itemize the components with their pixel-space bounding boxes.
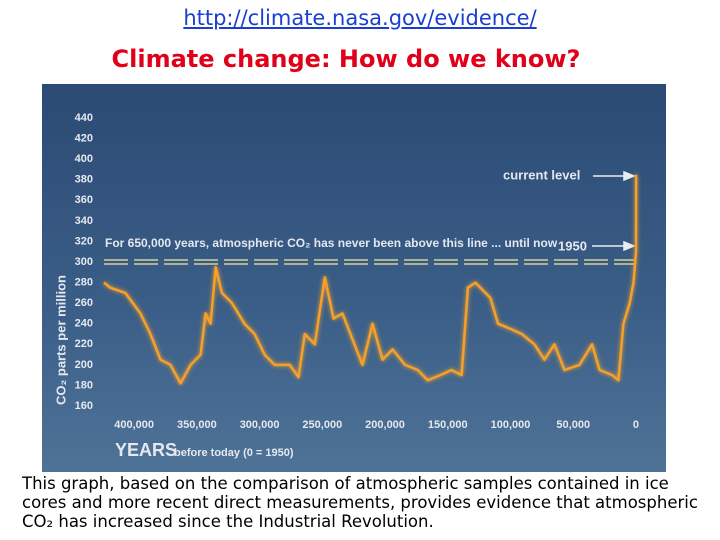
- y-tick-label: 200: [75, 359, 93, 371]
- y-tick-label: 280: [75, 276, 93, 288]
- co2-line: [103, 174, 638, 385]
- y-tick-label: 340: [75, 215, 93, 227]
- y-tick-label: 320: [75, 235, 93, 247]
- x-tick-label: 350,000: [177, 419, 217, 431]
- arrows: [592, 170, 637, 252]
- y-tick-label: 180: [75, 379, 93, 391]
- y-tick-label: 220: [75, 338, 93, 350]
- x-tick-label: 150,000: [428, 419, 468, 431]
- y-tick-label: 260: [75, 297, 93, 309]
- y-tick-label: 380: [75, 174, 93, 186]
- y-tick-label: 400: [75, 153, 93, 165]
- y-tick-label: 440: [75, 112, 93, 124]
- annotation: current level: [503, 167, 580, 182]
- x-tick-label: 50,000: [556, 419, 590, 431]
- annotation: 1950: [558, 238, 587, 253]
- x-tick-label: 300,000: [240, 419, 280, 431]
- chart: CO₂ parts per million YEARS before today…: [42, 84, 666, 472]
- y-tick-label: 360: [75, 194, 93, 206]
- x-tick-label: 200,000: [365, 419, 405, 431]
- annotation: For 650,000 years, atmospheric CO₂ has n…: [105, 236, 558, 250]
- y-tick-label: 240: [75, 318, 93, 330]
- y-tick-label: 160: [75, 400, 93, 412]
- x-tick-label: 250,000: [302, 419, 342, 431]
- x-tick-label: 0: [633, 419, 639, 431]
- y-axis-label: CO₂ parts per million: [53, 275, 68, 405]
- x-tick-label: 100,000: [491, 419, 531, 431]
- x-axis-note: before today (0 = 1950): [174, 447, 294, 459]
- chart-background: [42, 84, 666, 472]
- y-tick-label: 300: [75, 256, 93, 268]
- y-tick-label: 420: [75, 132, 93, 144]
- slide-title: Climate change: How do we know?: [111, 45, 581, 73]
- x-tick-label: 400,000: [114, 419, 154, 431]
- x-axis-label: YEARS: [115, 440, 177, 460]
- url-link[interactable]: http://climate.nasa.gov/evidence/: [183, 6, 537, 30]
- caption: This graph, based on the comparison of a…: [22, 474, 698, 531]
